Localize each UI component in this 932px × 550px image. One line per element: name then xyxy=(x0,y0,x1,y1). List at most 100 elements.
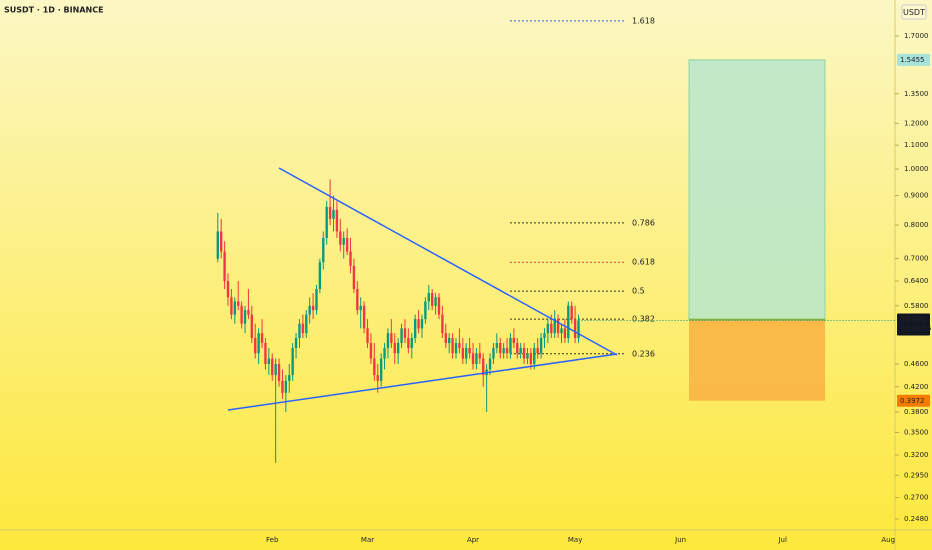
trendline-lower xyxy=(227,353,618,411)
candle-body xyxy=(345,237,349,252)
currency-label: USDT xyxy=(903,8,925,17)
candle-body xyxy=(325,206,328,238)
candle-body xyxy=(267,358,271,364)
candle-body xyxy=(413,319,417,339)
candle-body xyxy=(230,297,233,315)
candle-body xyxy=(277,363,281,381)
candle-body xyxy=(420,319,424,329)
candle-body xyxy=(311,305,315,311)
candle-body xyxy=(430,293,434,306)
candle-body xyxy=(536,348,539,354)
candle-body xyxy=(550,323,553,334)
y-tick-label: 0.6400 xyxy=(904,277,929,285)
candle-body xyxy=(257,333,260,354)
candle-body xyxy=(427,293,430,302)
candle-body xyxy=(502,348,505,354)
fib-label: 0.786 xyxy=(632,218,655,227)
candle-body xyxy=(362,305,366,329)
candle-body xyxy=(533,348,536,364)
y-tick-label: 0.8000 xyxy=(904,221,929,229)
candle-body xyxy=(260,333,264,344)
fib-label: 0.5 xyxy=(632,287,645,296)
candle-body xyxy=(505,348,509,354)
y-tick-label: 1.1000 xyxy=(904,141,929,149)
candle-body xyxy=(437,297,441,315)
x-tick-label: Apr xyxy=(467,536,479,544)
y-tick-label: 0.4600 xyxy=(904,360,929,368)
y-tick-label: 0.2950 xyxy=(904,471,929,479)
axis-layer: 1.7000 1.3500 1.2000 1.1000 1.0000 0.9000 0.80… xyxy=(266,32,931,544)
y-tick-label: 0.3800 xyxy=(904,408,929,416)
y-tick-label: 0.5800 xyxy=(904,302,929,310)
candle-body xyxy=(448,338,451,344)
candle-body xyxy=(563,328,567,339)
candle-body xyxy=(226,281,230,298)
candle-body xyxy=(254,338,257,354)
candle-body xyxy=(468,348,471,354)
candle-body xyxy=(556,319,560,334)
candle-body xyxy=(492,348,495,359)
y-tick-label: 1.3500 xyxy=(904,90,929,98)
candle-body xyxy=(339,231,342,245)
candle-body xyxy=(400,328,403,344)
candle-body xyxy=(243,310,247,324)
candle-body xyxy=(335,209,339,232)
candle-body xyxy=(573,319,577,339)
candle-body xyxy=(499,343,502,354)
candle-body xyxy=(393,343,396,354)
target-price-label: 1.5455 xyxy=(900,56,925,64)
candle-body xyxy=(328,206,332,219)
candle-body xyxy=(369,343,373,359)
candle-body xyxy=(356,289,359,311)
fib-label: 0.382 xyxy=(632,315,655,324)
candle-body xyxy=(543,333,546,339)
y-tick-label: 0.9000 xyxy=(904,192,929,200)
candle-body xyxy=(294,338,298,349)
candle-body xyxy=(516,343,519,354)
candle-body xyxy=(322,237,325,263)
candle-body xyxy=(512,338,516,344)
candle-body xyxy=(383,348,386,359)
candle-body xyxy=(298,323,301,339)
candle-body xyxy=(250,314,254,339)
candle-body xyxy=(390,333,393,344)
candle-body xyxy=(315,289,318,311)
candle-body xyxy=(407,338,410,349)
candle-body xyxy=(281,380,284,393)
fib-label: 1.618 xyxy=(632,16,655,25)
y-tick-label: 0.4200 xyxy=(904,383,929,391)
currency-badge[interactable] xyxy=(901,4,927,20)
fib-label: 0.236 xyxy=(632,349,655,358)
candle-body xyxy=(271,358,274,376)
candle-body xyxy=(461,348,465,359)
candle-body xyxy=(233,301,237,315)
candle-body xyxy=(482,358,485,376)
y-tick-label: 0.3500 xyxy=(904,428,929,436)
candle-body xyxy=(560,328,563,334)
candle-body xyxy=(441,314,444,334)
candle-body xyxy=(349,251,352,266)
y-tick-label: 0.2480 xyxy=(904,515,929,523)
candle-body xyxy=(240,305,243,324)
candle-body xyxy=(373,358,376,376)
candle-body xyxy=(509,338,512,354)
candle-body xyxy=(359,305,362,311)
candle-body xyxy=(451,338,454,354)
trendline-upper xyxy=(278,167,618,356)
chart-title: SUSDT · 1D · BINANCE xyxy=(4,6,104,15)
candle-body xyxy=(454,343,458,354)
countdown-label: 17:18:55 xyxy=(900,325,931,333)
candle-body xyxy=(342,237,345,245)
candle-body xyxy=(410,338,413,349)
candle-body xyxy=(332,209,335,219)
candle-body xyxy=(223,251,226,282)
x-tick-label: Aug xyxy=(881,536,895,544)
candle-body xyxy=(529,353,533,364)
last-price-label: 0.5468 xyxy=(900,316,925,324)
candle-body xyxy=(220,231,223,252)
candle-body xyxy=(318,262,322,290)
candle-body xyxy=(546,323,550,334)
stop-price-label: 0.3972 xyxy=(900,397,925,405)
candle-body xyxy=(522,348,526,359)
